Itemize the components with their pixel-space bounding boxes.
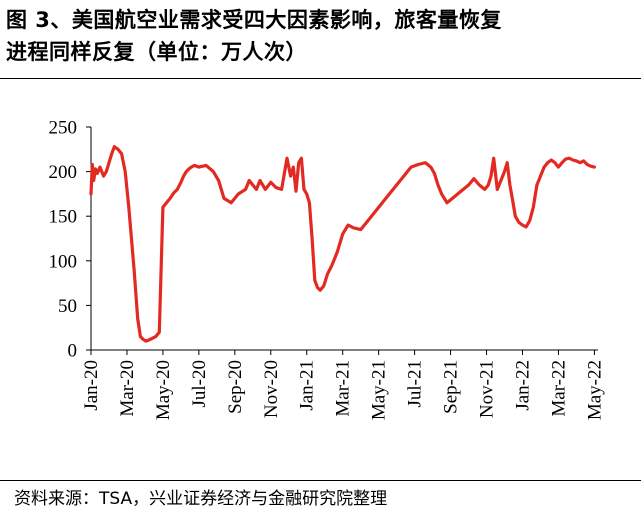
y-tick-label: 100 <box>49 251 78 272</box>
x-tick-label: May-20 <box>153 360 174 420</box>
y-tick-label: 200 <box>49 162 78 183</box>
x-tick-label: Nov-20 <box>261 360 282 418</box>
x-tick-label: Jan-21 <box>297 360 318 411</box>
y-tick-label: 150 <box>49 207 78 228</box>
x-tick-label: Jan-20 <box>81 360 102 411</box>
x-tick-label: Sep-20 <box>225 360 246 414</box>
x-tick-label: Mar-21 <box>333 360 354 417</box>
x-tick-label: May-21 <box>369 360 390 420</box>
y-tick-label: 50 <box>58 296 77 317</box>
series-line-tsa <box>89 144 597 343</box>
bottom-rule <box>0 480 641 481</box>
x-tick-label: Nov-21 <box>477 360 498 418</box>
source-note: 资料来源：TSA，兴业证券经济与金融研究院整理 <box>14 489 388 509</box>
line-chart: 0 50 100 150 200 250 Jan-20 Mar-20 May-20 Jul-20… <box>49 118 606 421</box>
x-tick-label: Jul-21 <box>405 360 426 408</box>
x-tick-label: Jan-22 <box>512 360 533 411</box>
top-rule <box>0 78 641 79</box>
figure-title-line-2: 进程同样反复（单位：万人次） <box>6 40 307 64</box>
x-tick-label: May-22 <box>584 360 605 420</box>
y-tick-label: 250 <box>49 118 78 139</box>
x-tick-label: Jul-20 <box>189 360 210 408</box>
x-tick-label: Sep-21 <box>441 360 462 414</box>
y-tick-label: 0 <box>68 341 78 362</box>
figure-title: 图 3、美国航空业需求受四大因素影响，旅客量恢复 进程同样反复（单位：万人次） <box>6 4 638 68</box>
chart-axes <box>90 127 598 351</box>
x-tick-label: Mar-22 <box>548 360 569 417</box>
x-axis-ticks: Jan-20 Mar-20 May-20 Jul-20 Sep-20 Nov-20 Jan-… <box>81 350 605 420</box>
chart-series <box>89 144 597 343</box>
y-axis-ticks: 0 50 100 150 200 250 <box>49 118 91 362</box>
figure-title-line-1: 图 3、美国航空业需求受四大因素影响，旅客量恢复 <box>6 8 502 32</box>
x-tick-label: Mar-20 <box>117 360 138 417</box>
